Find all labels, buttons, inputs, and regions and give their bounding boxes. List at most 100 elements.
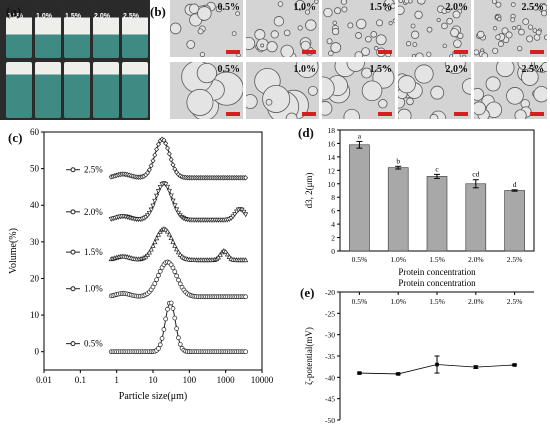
droplet [323,7,333,18]
micrograph: 2.5% [474,62,547,119]
y-tick-label: -50 [325,416,335,425]
y-axis-label: d3, 2(μm) [304,173,314,209]
legend-marker [70,167,76,173]
droplet [196,62,217,84]
droplet-field [398,62,471,119]
legend-label: 1.5% [84,247,103,257]
droplet [376,19,384,27]
droplet [170,22,182,35]
droplet [375,34,387,46]
series-marker [152,239,158,245]
droplet [235,11,241,17]
y-axis-label: Volume(%) [8,228,19,274]
series-marker [154,193,160,199]
series-marker [223,248,229,254]
scale-bar [302,112,316,116]
vial [122,2,148,58]
droplet [361,67,373,79]
y-tick-label: 20 [30,273,40,283]
droplet [273,16,285,27]
droplet [522,18,530,26]
data-point [357,371,362,375]
y-tick-label: 16 [328,139,336,148]
series-marker [166,188,172,194]
series-marker [161,327,167,332]
droplet [452,10,461,19]
series-marker [154,146,160,153]
y-tick-label: 2 [331,234,335,243]
scale-bar [454,112,468,116]
series-marker [232,212,238,218]
x-tick-label: 1.0% [390,297,406,306]
vial [6,2,32,58]
droplet [541,62,547,73]
bar [426,176,448,252]
droplet [374,46,379,51]
x-axis-label-repeat: Protein concentration [398,278,476,288]
series-marker [165,145,171,151]
droplet [307,85,318,96]
scale-bar [530,50,544,54]
micrograph-label: 0.5% [217,64,241,75]
data-point [474,365,478,369]
droplet [330,42,342,53]
droplet [430,85,445,100]
vial-label: 1.5% [65,13,81,20]
significance-letter: c [435,164,439,173]
series-marker [163,140,169,147]
droplet [527,24,534,30]
droplet [510,2,516,7]
droplet [477,30,485,39]
droplet [354,51,364,57]
droplet [378,99,388,109]
vial [64,62,90,118]
droplet [415,52,424,57]
droplet [365,35,372,43]
x-tick-label: 1.0% [390,255,406,264]
droplet [305,19,317,31]
y-tick-label: 6 [331,207,335,216]
droplet [260,43,265,48]
series-marker [144,213,151,219]
droplet [492,47,499,54]
bar [465,183,487,252]
series-marker [148,163,154,169]
droplet [495,62,515,78]
droplet [295,62,319,79]
droplet [322,76,335,101]
bar [387,167,409,252]
series-marker [150,243,156,248]
y-tick-label: 18 [328,126,336,135]
droplet [370,31,378,38]
y-tick-label: 14 [328,153,336,162]
series-marker [155,188,162,194]
droplet [215,5,223,13]
series-marker [164,228,171,234]
droplet [450,28,460,38]
micrograph-label: 0.5% [217,2,241,13]
droplet [304,9,311,15]
micrograph-label: 1.5% [369,64,393,75]
droplet [408,0,413,4]
y-tick-label: -40 [325,373,335,382]
x-tick-label: 100 [183,375,197,385]
series-marker [168,235,174,241]
y-tick-label: 40 [30,200,40,210]
vial-label: 2.5% [123,13,139,20]
significance-letter: b [396,156,400,165]
droplet [270,30,279,39]
series-marker [243,257,249,263]
droplet [521,68,539,86]
series-marker [146,167,152,173]
droplet [186,88,214,116]
data-point [435,362,439,367]
series-marker [157,268,163,274]
x-tick-label: 1 [114,375,119,385]
droplet [506,87,524,105]
x-tick-label: 10000 [251,375,274,385]
droplet [294,0,306,11]
legend-marker [70,341,76,347]
series-marker [174,326,179,331]
vial [93,2,119,58]
scale-bar [378,112,392,116]
